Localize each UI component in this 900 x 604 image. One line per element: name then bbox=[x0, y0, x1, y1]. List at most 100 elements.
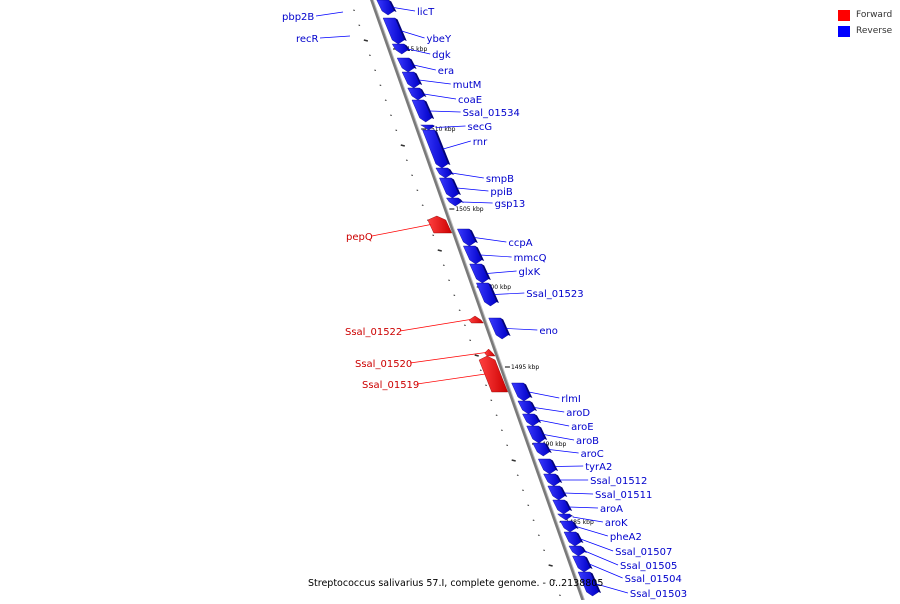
reverse-gene-side bbox=[409, 58, 417, 69]
reverse-gene-label[interactable]: Ssal_01512 bbox=[590, 476, 647, 487]
reverse-leader-line bbox=[575, 526, 608, 537]
reverse-gene-block[interactable] bbox=[391, 43, 409, 55]
reverse-gene-label[interactable]: licT bbox=[417, 7, 435, 18]
tick-mark bbox=[405, 159, 408, 161]
reverse-gene-label[interactable]: rnr bbox=[473, 137, 488, 148]
reverse-gene-label[interactable]: Ssal_01534 bbox=[463, 108, 520, 119]
reverse-gene-label[interactable]: Ssal_01505 bbox=[620, 561, 677, 572]
reverse-gene-block[interactable] bbox=[557, 513, 573, 521]
tick-mark bbox=[395, 129, 398, 131]
reverse-leader-line bbox=[474, 237, 507, 243]
reverse-gene-block[interactable] bbox=[517, 400, 535, 415]
reverse-gene-side bbox=[475, 246, 485, 261]
reverse-gene-label[interactable]: ybeY bbox=[427, 34, 452, 45]
reverse-gene-label[interactable]: Ssal_01523 bbox=[526, 289, 583, 300]
strand-legend: Forward Reverse bbox=[838, 8, 892, 40]
reverse-leader-line bbox=[429, 110, 461, 113]
left-reverse-label[interactable]: pbp2B bbox=[282, 12, 314, 23]
reverse-gene-label[interactable]: aroC bbox=[581, 449, 604, 460]
reverse-gene-block[interactable] bbox=[532, 442, 550, 457]
reverse-gene-label[interactable]: Ssal_01511 bbox=[595, 490, 652, 501]
tick-mark bbox=[490, 399, 493, 401]
reverse-gene-block[interactable] bbox=[382, 17, 405, 45]
reverse-gene-block[interactable] bbox=[511, 382, 531, 402]
reverse-gene-block[interactable] bbox=[407, 87, 425, 101]
kbp-label: 1485 kbp bbox=[566, 519, 594, 526]
reverse-gene-label[interactable]: dgk bbox=[432, 50, 451, 61]
forward-leader-line bbox=[409, 352, 486, 364]
forward-gene-block[interactable] bbox=[478, 355, 509, 393]
reverse-gene-block[interactable] bbox=[376, 0, 395, 16]
tick-mark bbox=[453, 294, 456, 296]
reverse-gene-block[interactable] bbox=[476, 282, 497, 307]
reverse-gene-label[interactable]: ppiB bbox=[490, 187, 512, 198]
reverse-gene-label[interactable]: coaE bbox=[458, 95, 482, 106]
reverse-gene-block[interactable] bbox=[411, 99, 432, 123]
tick-mark bbox=[516, 474, 519, 476]
reverse-gene-side bbox=[419, 88, 427, 97]
tick-mark bbox=[527, 504, 530, 506]
tick-mark bbox=[442, 264, 445, 266]
reverse-gene-label[interactable]: tyrA2 bbox=[585, 462, 612, 473]
reverse-gene-label[interactable]: aroE bbox=[571, 422, 593, 433]
reverse-gene-block[interactable] bbox=[522, 413, 539, 427]
reverse-gene-label[interactable]: smpB bbox=[486, 174, 514, 185]
reverse-gene-block[interactable] bbox=[538, 458, 556, 475]
genome-axis-highlight bbox=[372, 0, 585, 601]
reverse-gene-label[interactable]: Ssal_01503 bbox=[630, 589, 687, 600]
reverse-gene-label[interactable]: Ssal_01507 bbox=[615, 547, 672, 558]
reverse-gene-block[interactable] bbox=[422, 129, 449, 169]
reverse-gene-block[interactable] bbox=[463, 245, 482, 265]
reverse-gene-block[interactable] bbox=[401, 71, 420, 89]
forward-gene-label[interactable]: Ssal_01519 bbox=[362, 380, 419, 391]
reverse-gene-block[interactable] bbox=[543, 473, 561, 487]
reverse-gene-label[interactable]: aroA bbox=[600, 504, 623, 515]
reverse-gene-label[interactable]: mmcQ bbox=[514, 253, 547, 264]
reverse-gene-block[interactable] bbox=[559, 520, 577, 533]
reverse-gene-block[interactable] bbox=[457, 228, 476, 247]
reverse-gene-block[interactable] bbox=[435, 167, 452, 179]
tick-mark bbox=[553, 579, 556, 581]
reverse-gene-label[interactable]: eno bbox=[539, 326, 558, 337]
reverse-gene-label[interactable]: aroK bbox=[605, 518, 628, 529]
reverse-gene-label[interactable]: ccpA bbox=[508, 238, 532, 249]
reverse-gene-label[interactable]: Ssal_01504 bbox=[625, 574, 682, 585]
reverse-gene-label[interactable]: rlmI bbox=[561, 394, 581, 405]
tick-mark bbox=[400, 144, 405, 147]
reverse-gene-block[interactable] bbox=[488, 317, 509, 340]
reverse-gene-block[interactable] bbox=[572, 555, 591, 573]
forward-gene-label[interactable]: pepQ bbox=[346, 232, 373, 243]
reverse-gene-block[interactable] bbox=[563, 531, 582, 547]
left-reverse-label[interactable]: recR bbox=[296, 34, 319, 45]
reverse-gene-label[interactable]: era bbox=[438, 66, 454, 77]
reverse-gene-label[interactable]: glxK bbox=[519, 267, 541, 278]
reverse-gene-label[interactable]: aroB bbox=[576, 436, 599, 447]
tick-mark bbox=[374, 69, 377, 71]
reverse-gene-block[interactable] bbox=[469, 263, 489, 284]
forward-gene-label[interactable]: Ssal_01520 bbox=[355, 359, 412, 370]
forward-gene-block[interactable] bbox=[468, 315, 484, 324]
reverse-leader-line bbox=[580, 538, 614, 552]
reverse-gene-label[interactable]: secG bbox=[468, 122, 493, 133]
reverse-gene-block[interactable] bbox=[547, 485, 566, 501]
reverse-gene-label[interactable]: aroD bbox=[566, 408, 590, 419]
reverse-gene-block[interactable] bbox=[577, 571, 599, 597]
reverse-gene-side bbox=[534, 414, 542, 423]
tick-mark bbox=[485, 384, 487, 386]
forward-gene-label[interactable]: Ssal_01522 bbox=[345, 327, 402, 338]
forward-gene-block[interactable] bbox=[427, 215, 453, 234]
tick-mark bbox=[500, 429, 503, 431]
reverse-gene-block[interactable] bbox=[446, 197, 462, 207]
reverse-gene-block[interactable] bbox=[420, 124, 435, 131]
reverse-gene-label[interactable]: gsp13 bbox=[495, 199, 526, 210]
reverse-gene-block[interactable] bbox=[396, 57, 415, 73]
reverse-gene-label[interactable]: pheA2 bbox=[610, 532, 642, 543]
reverse-gene-block[interactable] bbox=[439, 177, 459, 199]
reverse-gene-block[interactable] bbox=[526, 425, 545, 444]
reverse-gene-block[interactable] bbox=[568, 545, 585, 557]
reverse-gene-label[interactable]: mutM bbox=[453, 80, 482, 91]
reverse-gene-block[interactable] bbox=[552, 499, 570, 515]
reverse-leader-line bbox=[554, 465, 584, 467]
